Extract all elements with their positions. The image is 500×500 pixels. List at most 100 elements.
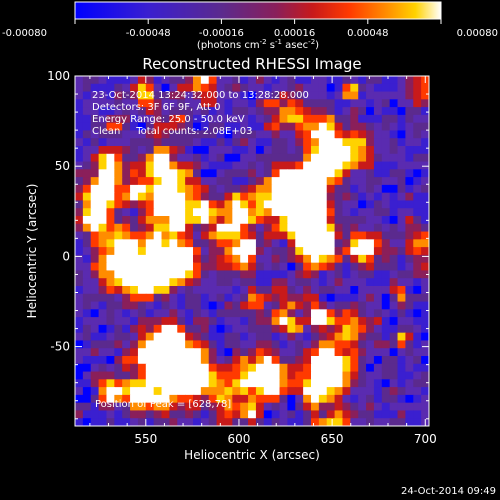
heatmap-cell <box>82 91 92 100</box>
heatmap-cell <box>208 418 218 426</box>
heatmap-cell <box>240 394 249 404</box>
heatmap-cell <box>287 254 296 264</box>
heatmap-cell <box>397 348 406 357</box>
heatmap-cell <box>208 99 218 108</box>
heatmap-cell <box>130 76 139 85</box>
heatmap-cell <box>153 114 163 124</box>
heatmap-cell <box>263 286 273 295</box>
heatmap-cell <box>90 410 100 419</box>
heatmap-cell <box>389 231 399 240</box>
heatmap-cell <box>208 247 218 256</box>
heatmap-cell <box>130 146 139 155</box>
heatmap-cell <box>295 394 304 404</box>
heatmap-cell <box>263 91 273 100</box>
heatmap-cell <box>248 301 257 310</box>
heatmap-cell <box>114 270 123 279</box>
heatmap-cell <box>90 208 100 217</box>
heatmap-cell <box>271 278 281 287</box>
heatmap-cell <box>75 418 84 426</box>
heatmap-cell <box>82 192 92 202</box>
heatmap-cell <box>287 216 296 225</box>
heatmap-cell <box>287 114 296 124</box>
heatmap-cell <box>389 239 399 248</box>
heatmap-cell <box>295 254 304 264</box>
heatmap-cell <box>381 371 391 380</box>
heatmap-cell <box>177 356 186 365</box>
heatmap-cell <box>397 76 406 85</box>
heatmap-cell <box>169 270 178 279</box>
heatmap-cell <box>200 301 210 310</box>
heatmap-cell <box>153 153 163 163</box>
heatmap-cell <box>145 138 155 147</box>
heatmap-cell <box>169 278 178 287</box>
heatmap-cell <box>326 192 336 202</box>
heatmap-cell <box>350 247 359 256</box>
heatmap-cell <box>224 324 233 334</box>
heatmap-cell <box>303 76 312 85</box>
heatmap-cell <box>263 356 273 365</box>
heatmap-cell <box>318 324 328 334</box>
heatmap-cell <box>334 317 344 326</box>
heatmap-cell <box>373 192 383 202</box>
annotation-time-range: 23-Oct-2014 13:24:32.000 to 13:28:28.000 <box>92 90 309 101</box>
heatmap-cell <box>271 146 281 155</box>
heatmap-cell <box>381 402 391 412</box>
heatmap-cell <box>75 184 84 194</box>
heatmap-cell <box>114 356 123 365</box>
heatmap-cell <box>216 161 226 170</box>
heatmap-cell <box>381 177 391 186</box>
heatmap-cell <box>122 200 131 209</box>
heatmap-cell <box>303 99 312 108</box>
heatmap-cell <box>381 161 391 170</box>
heatmap-cell <box>373 200 383 209</box>
heatmap-cell <box>397 418 406 426</box>
heatmap-cell <box>366 130 375 139</box>
heatmap-cell <box>421 184 429 194</box>
heatmap-cell <box>389 371 399 380</box>
heatmap-cell <box>240 293 249 303</box>
heatmap-cell <box>342 324 351 334</box>
heatmap-cell <box>311 247 320 256</box>
heatmap-cell <box>240 418 249 426</box>
heatmap-cell <box>200 387 210 396</box>
heatmap-cell <box>185 91 194 100</box>
heatmap-cell <box>421 394 429 404</box>
heatmap-cell <box>216 356 226 365</box>
heatmap-cell <box>397 107 406 116</box>
heatmap-cell <box>98 223 108 233</box>
heatmap-cell <box>373 91 383 100</box>
heatmap-cell <box>318 402 328 412</box>
heatmap-cell <box>232 418 241 426</box>
heatmap-cell <box>303 270 312 279</box>
heatmap-cell <box>130 208 139 217</box>
heatmap-cell <box>185 379 194 388</box>
heatmap-cell <box>397 254 406 264</box>
heatmap-cell <box>161 76 170 85</box>
heatmap-cell <box>373 138 383 147</box>
heatmap-cell <box>318 379 328 388</box>
heatmap-cell <box>82 324 92 334</box>
heatmap-cell <box>106 394 115 404</box>
heatmap-cell <box>263 200 273 209</box>
heatmap-cell <box>208 130 218 139</box>
heatmap-cell <box>358 153 367 163</box>
heatmap-cell <box>263 309 273 318</box>
heatmap-cell <box>232 254 241 264</box>
heatmap-cell <box>193 278 202 287</box>
heatmap-cell <box>263 247 273 256</box>
heatmap-cell <box>366 184 375 194</box>
heatmap-cell <box>303 371 312 380</box>
heatmap-cell <box>200 239 210 248</box>
heatmap-cell <box>358 379 367 388</box>
heatmap-cell <box>82 394 92 404</box>
heatmap-cell <box>311 239 320 248</box>
heatmap-cell <box>90 114 100 124</box>
heatmap-cell <box>405 293 414 303</box>
heatmap-cell <box>185 239 194 248</box>
heatmap-cell <box>137 262 147 272</box>
heatmap-cell <box>279 356 288 365</box>
heatmap-cell <box>161 309 170 318</box>
heatmap-cell <box>413 130 422 139</box>
heatmap-cell <box>334 286 344 295</box>
heatmap-cell <box>405 363 414 373</box>
